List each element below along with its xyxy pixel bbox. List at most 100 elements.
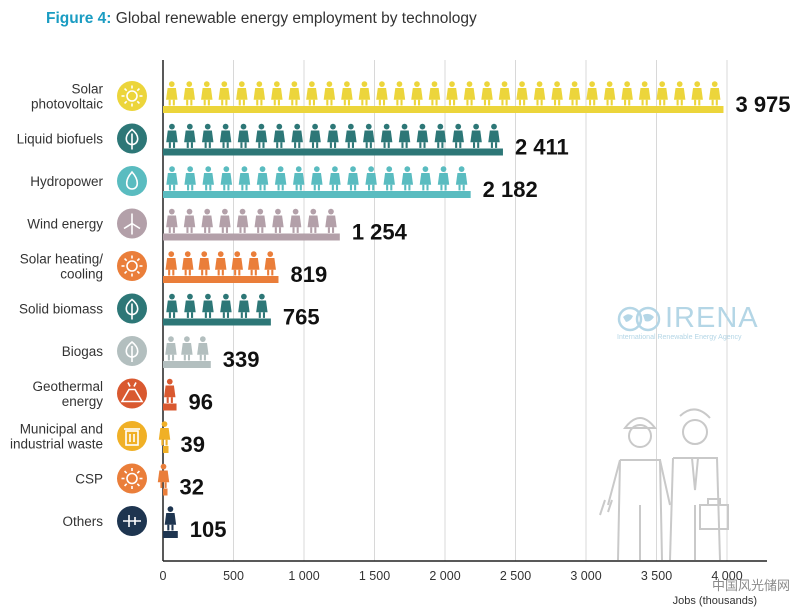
x-axis-label: Jobs (thousands) [673, 595, 757, 607]
person-pictogram [231, 251, 243, 276]
brand-tagline: International Renewable Energy Agency [617, 334, 742, 341]
x-tick-label: 4 000 [711, 569, 742, 583]
value-label: 819 [290, 262, 327, 287]
bar [163, 531, 178, 538]
person-pictogram [248, 251, 260, 276]
x-tick-label: 500 [223, 569, 244, 583]
person-pictogram [358, 81, 371, 106]
person-pictogram [446, 81, 458, 106]
bar-row: Solid biomass 765 [19, 293, 320, 330]
person-pictogram [307, 208, 320, 233]
bar [163, 106, 724, 113]
person-pictogram [401, 166, 414, 191]
bar [163, 318, 271, 326]
person-pictogram [238, 166, 251, 191]
figure-label: Figure 4: [46, 10, 112, 27]
sun-icon [117, 251, 147, 281]
bar [163, 403, 177, 411]
person-pictogram [365, 166, 377, 191]
person-pictogram [434, 123, 447, 148]
person-pictogram [255, 123, 268, 148]
person-pictogram [166, 123, 178, 148]
person-pictogram [306, 81, 318, 106]
person-pictogram [455, 166, 468, 191]
person-pictogram [256, 166, 269, 191]
bar-pictograms [165, 336, 209, 361]
irena-logo: IRENA International Renewable Energy Age… [617, 302, 777, 348]
person-pictogram [329, 166, 341, 191]
chart-title: Figure 4: Global renewable energy employ… [46, 10, 477, 28]
category-label: Others [62, 514, 103, 529]
x-tick-label: 1 500 [359, 569, 390, 583]
person-pictogram [219, 208, 231, 233]
person-pictogram [254, 208, 266, 233]
bar-row: CSP 32 [75, 463, 204, 500]
person-pictogram [376, 81, 388, 106]
person-pictogram [253, 81, 266, 106]
person-pictogram [568, 81, 581, 106]
person-pictogram [289, 208, 302, 233]
person-pictogram [437, 166, 450, 191]
person-pictogram [488, 123, 500, 148]
person-pictogram [181, 336, 193, 361]
category-label: Biogas [62, 344, 104, 359]
person-pictogram [621, 81, 633, 106]
person-pictogram [274, 166, 287, 191]
bar-pictograms [158, 421, 171, 446]
person-pictogram [291, 123, 303, 148]
volcano-icon [117, 378, 147, 409]
bar [163, 446, 169, 453]
person-pictogram [183, 81, 195, 106]
leaf-icon [117, 336, 147, 366]
person-pictogram [166, 208, 178, 233]
person-pictogram [416, 123, 429, 148]
person-pictogram [164, 506, 177, 531]
person-pictogram [202, 166, 214, 191]
person-pictogram [533, 81, 546, 106]
bar [163, 233, 340, 241]
person-pictogram [184, 123, 196, 148]
person-pictogram [215, 251, 227, 276]
person-pictogram [323, 81, 336, 106]
bar-pictograms [164, 506, 177, 531]
person-pictogram [197, 336, 209, 361]
person-pictogram [411, 81, 423, 106]
person-pictogram [398, 123, 411, 148]
category-label: Solar heating/ [20, 252, 104, 267]
person-pictogram [166, 81, 178, 106]
bar-row: Wind energy 1 254 [27, 208, 408, 245]
category-label: Hydropower [30, 174, 103, 189]
value-label: 765 [283, 305, 320, 330]
person-pictogram [184, 166, 196, 191]
person-pictogram [164, 378, 176, 403]
wind-turbine-icon [117, 208, 147, 239]
person-pictogram [202, 123, 214, 148]
value-label: 3 975 [735, 92, 790, 117]
person-pictogram [237, 123, 250, 148]
value-label: 1 254 [352, 220, 408, 245]
category-label: cooling [60, 267, 103, 282]
person-pictogram [165, 251, 177, 276]
person-pictogram [638, 81, 651, 106]
person-pictogram [516, 81, 528, 106]
bar-row: Others 105 [62, 506, 227, 542]
bar-pictograms [166, 293, 268, 318]
value-label: 39 [180, 432, 204, 457]
x-tick-label: 3 500 [641, 569, 672, 583]
person-pictogram [586, 81, 598, 106]
category-label: photovoltaic [31, 97, 103, 112]
bar-pictograms [165, 251, 276, 276]
person-pictogram [220, 166, 233, 191]
person-pictogram [463, 81, 476, 106]
category-label: energy [62, 394, 104, 409]
person-pictogram [288, 81, 301, 106]
plug-icon [117, 506, 147, 536]
bar-pictograms [166, 166, 468, 191]
person-pictogram [428, 81, 441, 106]
bar-pictograms [166, 81, 721, 106]
value-label: 2 411 [515, 135, 569, 160]
